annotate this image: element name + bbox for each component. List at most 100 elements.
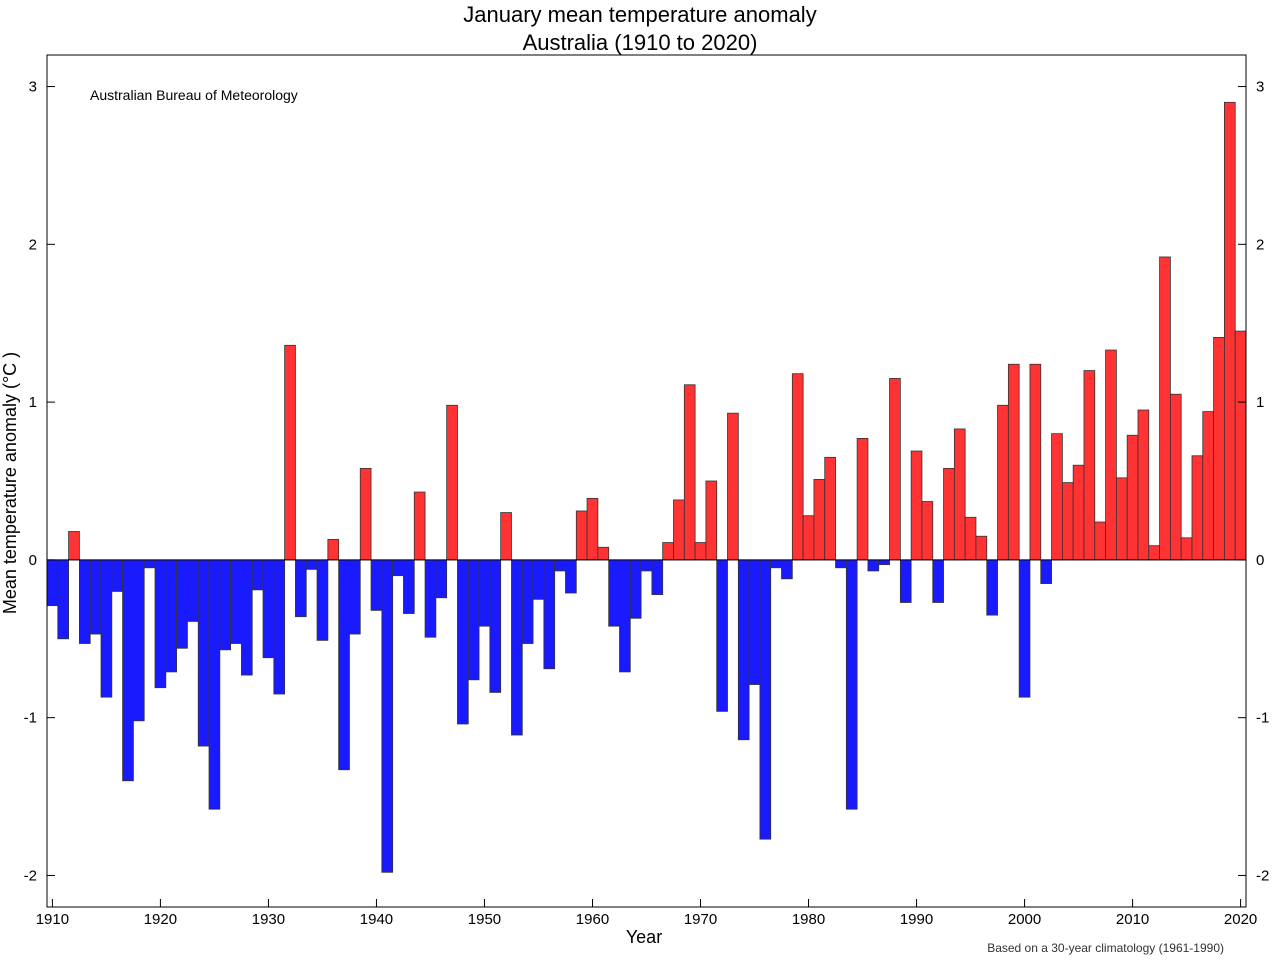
y-tick-label-left: 2 — [29, 236, 37, 253]
bar-1996 — [975, 535, 988, 561]
bar-1983 — [835, 559, 847, 569]
x-tick-label: 2010 — [1116, 911, 1149, 928]
bar-1910 — [46, 559, 59, 607]
bar-2011 — [1137, 409, 1150, 561]
bar-1941 — [381, 559, 394, 873]
bar-2005 — [1072, 464, 1085, 561]
axes-layer: -2 -2 -1 -1 0 0 1 1 2 2 3 3 1910 1920 1930 1940 1950 1960… — [24, 54, 1269, 928]
bar-1940 — [370, 559, 383, 611]
bar-1967 — [662, 542, 674, 561]
bar-1974 — [737, 559, 750, 741]
x-tick-label: 1990 — [900, 911, 933, 928]
bar-1990 — [910, 450, 923, 561]
y-tick-label-right: -1 — [1256, 710, 1269, 727]
credit-label: Australian Bureau of Meteorology — [90, 87, 298, 103]
bar-1977 — [770, 559, 782, 569]
bar-1929 — [251, 559, 264, 591]
x-tick-label: 1940 — [360, 911, 393, 928]
bar-1938 — [349, 559, 361, 635]
bar-1958 — [565, 559, 577, 594]
x-axis-title: Year — [626, 927, 662, 947]
bar-1954 — [521, 559, 534, 644]
bar-1927 — [230, 559, 242, 644]
bar-1915 — [100, 559, 113, 698]
bar-1955 — [532, 559, 545, 600]
bar-2002 — [1040, 559, 1052, 584]
bar-2020 — [1234, 330, 1247, 561]
bar-1953 — [511, 559, 523, 736]
bar-1914 — [89, 559, 102, 635]
bar-1976 — [759, 559, 772, 840]
bar-1956 — [543, 559, 556, 670]
bar-1991 — [921, 501, 934, 561]
bar-1972 — [716, 559, 728, 712]
bar-1997 — [986, 559, 998, 616]
bar-1975 — [748, 559, 761, 685]
bar-1918 — [133, 559, 145, 722]
bar-1942 — [392, 559, 404, 577]
bar-1946 — [435, 559, 448, 599]
x-tick-label: 1960 — [576, 911, 609, 928]
bar-1930 — [262, 559, 275, 659]
x-tick-label: 2020 — [1224, 911, 1257, 928]
bar-1998 — [997, 404, 1009, 561]
bar-1948 — [457, 559, 469, 725]
x-tick-label: 1910 — [36, 911, 69, 928]
x-tick-label: 1950 — [468, 911, 501, 928]
bar-2008 — [1105, 349, 1117, 561]
bar-1925 — [208, 559, 221, 810]
bar-1944 — [413, 491, 426, 561]
y-tick-label-left: -1 — [24, 710, 37, 727]
bar-1984 — [845, 559, 858, 810]
y-tick-label-right: -2 — [1256, 867, 1269, 884]
bar-2016 — [1191, 455, 1204, 561]
chart-subtitle: Australia (1910 to 2020) — [523, 30, 758, 55]
bar-2009 — [1115, 477, 1128, 561]
bar-2018 — [1213, 337, 1225, 561]
bar-1939 — [359, 467, 372, 561]
bar-1999 — [1007, 363, 1020, 561]
bar-1980 — [802, 515, 815, 561]
bar-1921 — [165, 559, 178, 673]
bar-1960 — [586, 497, 599, 561]
y-tick-label-right: 2 — [1256, 236, 1264, 253]
bar-1968 — [673, 499, 685, 561]
bar-1937 — [338, 559, 350, 771]
bar-1963 — [619, 559, 631, 673]
bar-1973 — [727, 412, 739, 561]
bar-1994 — [953, 428, 966, 561]
bar-1952 — [500, 512, 512, 561]
bar-2014 — [1169, 393, 1182, 561]
bar-1913 — [79, 559, 91, 644]
bar-2004 — [1061, 482, 1074, 561]
y-tick-label-left: 3 — [29, 79, 37, 96]
bar-1949 — [467, 559, 480, 681]
bar-1989 — [899, 559, 912, 603]
y-tick-label-right: 3 — [1256, 79, 1264, 96]
bar-1992 — [932, 559, 944, 603]
bar-1957 — [554, 559, 566, 572]
bar-1911 — [57, 559, 69, 640]
chart-title: January mean temperature anomaly — [463, 2, 816, 27]
bar-1933 — [295, 559, 307, 618]
y-axis-title: Mean temperature anomaly (°C ) — [0, 352, 20, 614]
bar-1982 — [824, 456, 836, 561]
bar-1917 — [122, 559, 134, 782]
bar-2001 — [1029, 363, 1042, 561]
bar-1959 — [575, 510, 588, 561]
x-tick-label: 1970 — [684, 911, 717, 928]
bar-2006 — [1083, 370, 1096, 561]
bar-2010 — [1126, 434, 1139, 561]
x-tick-label: 2000 — [1008, 911, 1041, 928]
bar-1965 — [640, 559, 653, 572]
y-tick-label-right: 1 — [1256, 394, 1264, 411]
bar-1971 — [705, 480, 718, 561]
bar-1926 — [219, 559, 232, 651]
y-tick-label-left: 1 — [29, 394, 37, 411]
bar-1936 — [327, 538, 340, 561]
y-tick-label-right: 0 — [1256, 552, 1264, 569]
bar-1932 — [284, 344, 296, 561]
bar-1993 — [943, 467, 955, 561]
bar-1950 — [478, 559, 491, 627]
